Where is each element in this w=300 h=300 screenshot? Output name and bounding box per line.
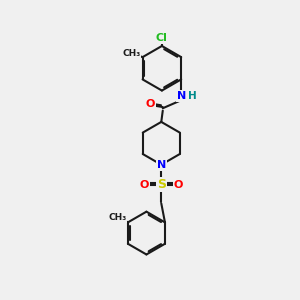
Text: CH₃: CH₃ bbox=[122, 49, 140, 58]
Text: O: O bbox=[173, 180, 183, 190]
Text: N: N bbox=[157, 160, 166, 170]
Text: O: O bbox=[146, 99, 155, 109]
Text: S: S bbox=[157, 178, 166, 191]
Text: Cl: Cl bbox=[156, 33, 168, 43]
Text: H: H bbox=[188, 91, 197, 101]
Text: O: O bbox=[140, 180, 149, 190]
Text: CH₃: CH₃ bbox=[108, 213, 127, 222]
Text: N: N bbox=[177, 91, 186, 101]
